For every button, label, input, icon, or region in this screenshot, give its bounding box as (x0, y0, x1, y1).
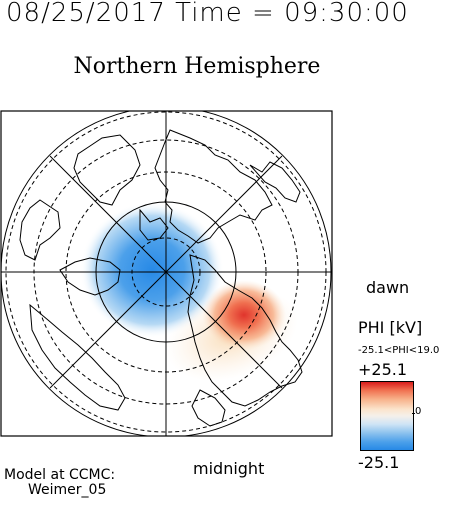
model-credit: Model at CCMC: Weimer_05 (4, 468, 115, 498)
dawn-label: dawn (366, 278, 410, 297)
colorbar-range: -25.1<PHI<19.0 (358, 345, 440, 356)
colorbar (360, 381, 414, 451)
colorbar-zero-tick (412, 413, 415, 414)
hemisphere-title: Northern Hemisphere (73, 54, 321, 79)
meridians (1, 111, 332, 436)
time-header: 08/25/2017 Time = 09:30:00 (6, 0, 409, 28)
colorbar-min-label: -25.1 (358, 453, 400, 472)
map-frame (0, 110, 333, 437)
midnight-label: midnight (193, 459, 265, 478)
coastlines (19, 129, 303, 427)
colorbar-max-label: +25.1 (358, 360, 408, 379)
credit-line-1: Model at CCMC: (4, 467, 116, 483)
colorbar-zero-label: 0 (415, 406, 422, 417)
polar-map (0, 110, 333, 437)
positive-potential-cell (202, 280, 286, 350)
colorbar-title: PHI [kV] (358, 318, 423, 337)
credit-line-2: Weimer_05 (28, 482, 107, 498)
